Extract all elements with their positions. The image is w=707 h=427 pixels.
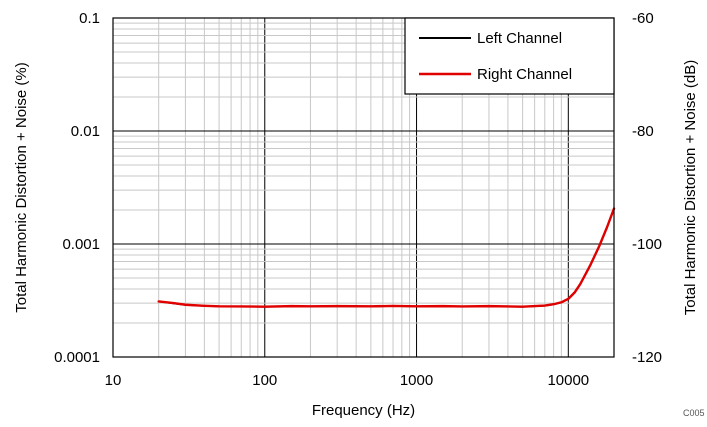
series-lines — [157, 207, 616, 308]
y-tick-label-right: -60 — [632, 10, 654, 27]
legend-label-right-channel: Right Channel — [477, 66, 572, 83]
figure-code-label: C005 — [683, 408, 705, 418]
x-tick-label: 10 — [105, 372, 122, 389]
x-tick-label: 10000 — [547, 372, 589, 389]
x-tick-label: 100 — [252, 372, 277, 389]
legend-box — [404, 17, 615, 95]
series-line-left-channel — [157, 207, 615, 308]
plot-frame — [112, 17, 615, 358]
y-tick-label-right: -80 — [632, 123, 654, 140]
tick-labels: 10 100 1000 10000 0.1 0.01 0.001 0.0001 -60 -80 -1… — [54, 10, 662, 389]
y-tick-label-left: 0.1 — [79, 10, 100, 27]
y-tick-label-left: 0.0001 — [54, 349, 100, 366]
y-tick-label-left: 0.001 — [62, 236, 100, 253]
series-line-right-channel — [157, 207, 616, 308]
x-axis-title: Frequency (Hz) — [312, 402, 415, 419]
y-axis-title-right: Total Harmonic Distortion + Noise (dB) — [682, 60, 699, 316]
legend: Left Channel Right Channel — [404, 17, 615, 95]
grid-lines — [113, 18, 615, 357]
x-tick-label: 1000 — [400, 372, 433, 389]
y-axis-title-left: Total Harmonic Distortion + Noise (%) — [13, 62, 30, 313]
y-tick-label-right: -100 — [632, 236, 662, 253]
y-tick-label-left: 0.01 — [71, 123, 100, 140]
y-tick-label-right: -120 — [632, 349, 662, 366]
legend-label-left-channel: Left Channel — [477, 30, 562, 47]
